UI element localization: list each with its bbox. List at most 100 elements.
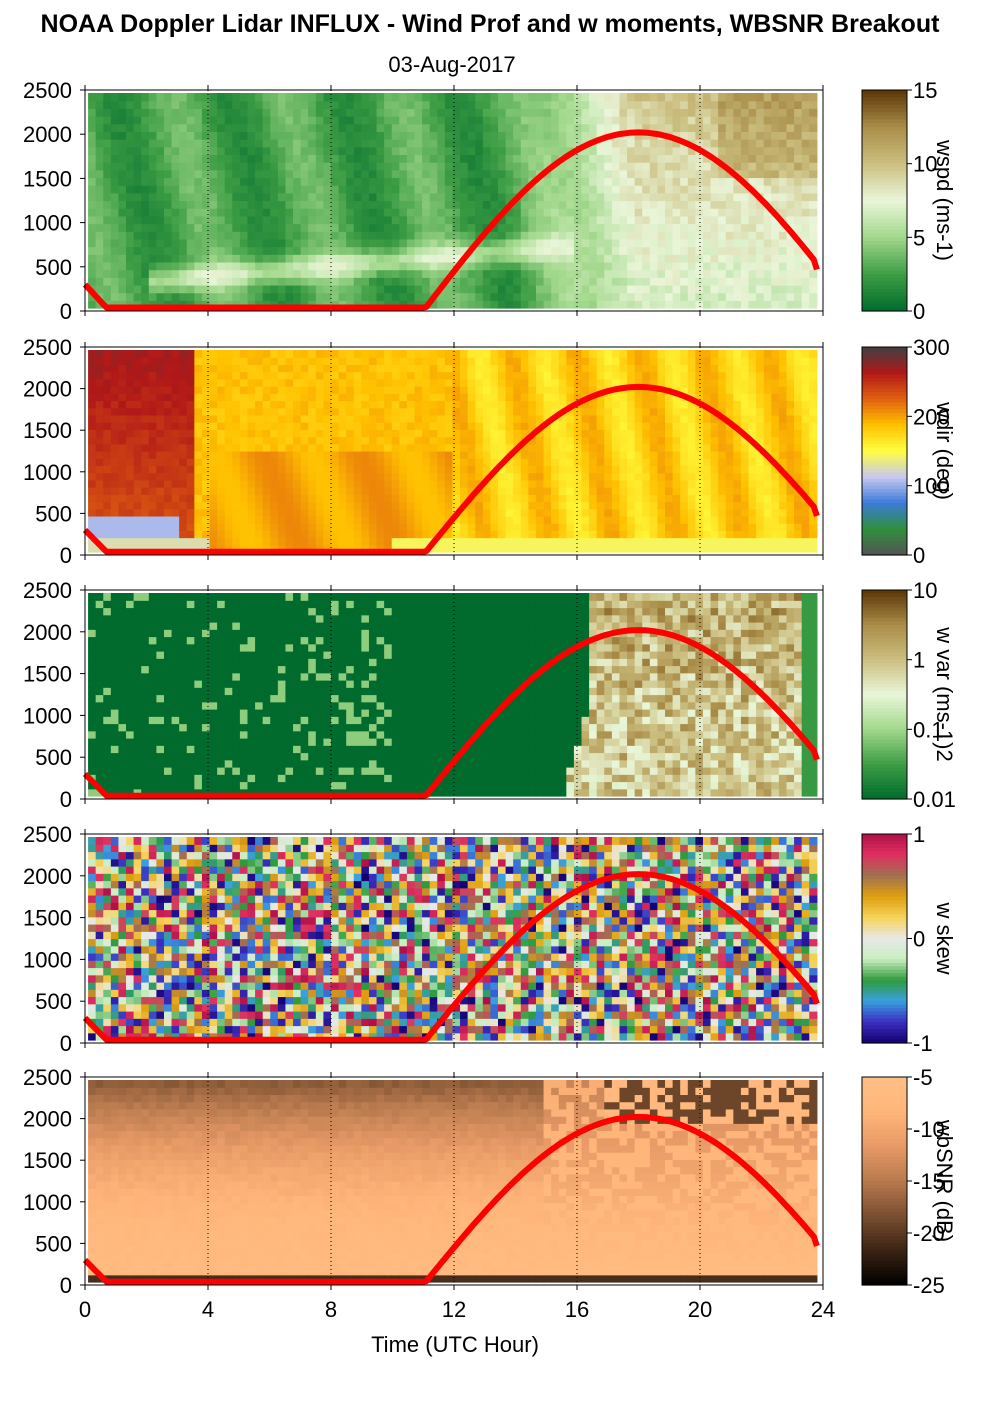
heatmap-cell <box>627 429 636 438</box>
heatmap-cell <box>186 523 195 531</box>
heatmap-cell <box>376 400 385 409</box>
heatmap-cell <box>300 131 309 140</box>
heatmap-cell <box>323 300 332 309</box>
heatmap-cell <box>171 192 180 202</box>
heatmap-cell <box>141 458 150 467</box>
heatmap-cell <box>558 169 567 179</box>
heatmap-cell <box>247 378 256 387</box>
heatmap-cell <box>801 300 810 309</box>
heatmap-cell <box>156 451 165 459</box>
heatmap-cell <box>171 436 180 445</box>
heatmap-cell <box>581 400 590 409</box>
heatmap-cell <box>156 131 165 140</box>
heatmap-cell <box>323 530 332 539</box>
heatmap-cell <box>361 544 370 553</box>
heatmap-cell <box>604 378 613 387</box>
heatmap-cell <box>133 472 142 481</box>
heatmap-cell <box>460 530 469 539</box>
heatmap-cell <box>718 116 727 125</box>
heatmap-cell <box>665 378 674 387</box>
heatmap-cell <box>384 169 393 179</box>
heatmap-cell <box>406 544 416 553</box>
heatmap-cell <box>467 146 476 156</box>
heatmap-cell <box>794 269 803 278</box>
heatmap-cell <box>141 162 150 171</box>
heatmap-cell <box>239 231 249 240</box>
heatmap-cell <box>239 284 249 294</box>
heatmap-cell <box>156 269 165 278</box>
heatmap-cell <box>323 254 332 263</box>
heatmap-cell <box>384 292 393 301</box>
heatmap-cell <box>733 208 742 217</box>
heatmap-cell <box>558 487 567 495</box>
heatmap-cell <box>163 123 173 132</box>
heatmap-cell <box>391 378 400 387</box>
heatmap-cell <box>695 269 704 278</box>
heatmap-cell <box>141 364 150 373</box>
heatmap-cell <box>217 231 226 240</box>
heatmap-cell <box>103 100 112 109</box>
heatmap-cell <box>558 371 567 380</box>
heatmap-cell <box>740 116 750 125</box>
heatmap-cell <box>368 261 378 271</box>
heatmap-cell <box>520 231 529 240</box>
heatmap-cell <box>452 458 461 467</box>
heatmap-cell <box>437 131 446 140</box>
heatmap-cell <box>763 162 772 171</box>
heatmap-cell <box>596 465 605 474</box>
heatmap-cell <box>391 177 400 186</box>
heatmap-cell <box>452 93 461 102</box>
heatmap-cell <box>277 523 287 531</box>
heatmap-cell <box>186 208 195 217</box>
heatmap-cell <box>156 208 165 217</box>
heatmap-cell <box>376 487 385 495</box>
heatmap-cell <box>627 378 636 387</box>
heatmap-cell <box>543 292 552 301</box>
heatmap-cell <box>148 169 157 179</box>
heatmap-cell <box>232 537 241 546</box>
heatmap-cell <box>611 472 621 481</box>
heatmap-cell <box>217 393 226 402</box>
heatmap-cell <box>573 523 583 531</box>
heatmap-cell <box>437 436 446 445</box>
heatmap-cell <box>201 414 211 423</box>
heatmap-cell <box>680 451 689 459</box>
heatmap-cell <box>763 93 772 102</box>
heatmap-cell <box>406 208 416 217</box>
heatmap-cell <box>346 501 355 510</box>
heatmap-cell <box>452 162 461 171</box>
heatmap-cell <box>611 116 621 125</box>
heatmap-cell <box>763 154 772 163</box>
heatmap-cell <box>596 422 605 430</box>
heatmap-cell <box>642 465 651 474</box>
heatmap-cell <box>376 537 385 546</box>
heatmap-cell <box>239 177 249 186</box>
heatmap-cell <box>482 429 492 438</box>
heatmap-cell <box>596 238 605 248</box>
heatmap-cell <box>224 537 233 546</box>
heatmap-cell <box>262 261 271 271</box>
heatmap-cell <box>368 494 378 503</box>
heatmap-cell <box>346 544 355 553</box>
heatmap-cell <box>771 93 780 102</box>
heatmap-cell <box>627 215 636 225</box>
heatmap-cell <box>186 386 195 394</box>
heatmap-cell <box>224 185 233 194</box>
heatmap-cell <box>498 177 507 186</box>
heatmap-cell <box>293 508 302 517</box>
heatmap-cell <box>368 537 378 546</box>
heatmap-cell <box>346 139 355 148</box>
heatmap-cell <box>695 277 704 286</box>
heatmap-cell <box>361 261 370 271</box>
heatmap-cell <box>687 254 696 263</box>
heatmap-cell <box>148 443 157 452</box>
heatmap-cell <box>460 451 469 459</box>
heatmap-cell <box>452 223 461 232</box>
heatmap-cell <box>740 223 750 232</box>
heatmap-cell <box>315 154 325 163</box>
heatmap-cell <box>566 530 575 539</box>
heatmap-cell <box>490 537 499 546</box>
heatmap-cell <box>179 300 188 309</box>
heatmap-cell <box>528 530 537 539</box>
heatmap-cell <box>194 162 203 171</box>
